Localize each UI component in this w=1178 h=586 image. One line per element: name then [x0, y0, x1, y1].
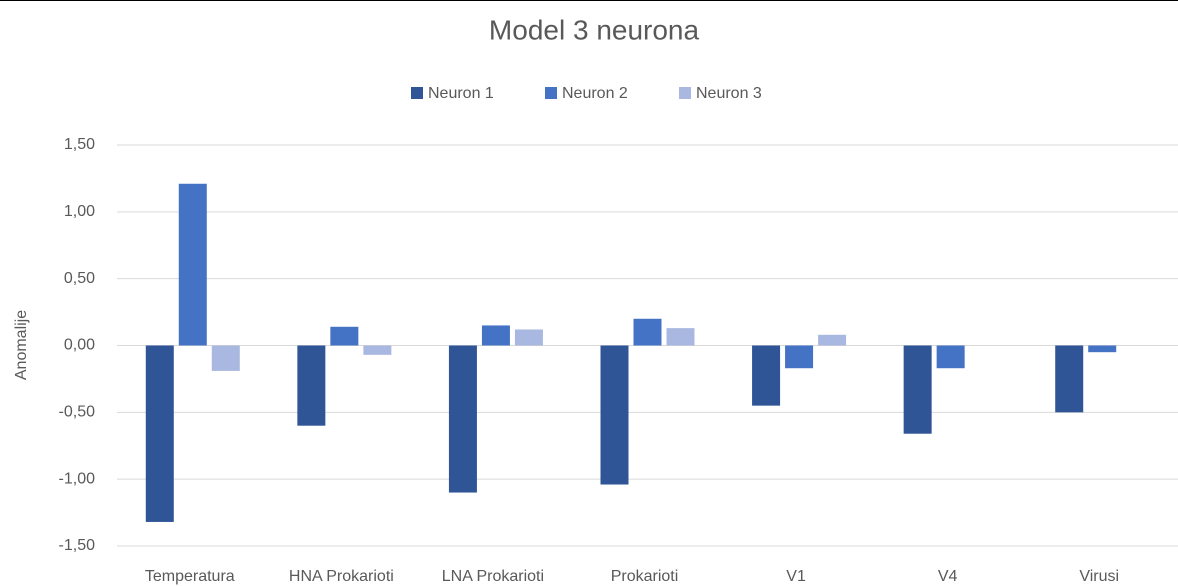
x-tick-label: V4 [938, 568, 958, 585]
x-tick-label: LNA Prokarioti [442, 568, 544, 585]
bar [785, 345, 814, 369]
x-tick-label: HNA Prokarioti [289, 568, 394, 585]
bar [633, 318, 662, 346]
bar [448, 345, 477, 493]
legend-swatch [545, 87, 557, 99]
bar [1055, 345, 1084, 413]
y-tick-label: -0,50 [59, 404, 96, 421]
y-tick-label: 1,00 [64, 203, 95, 220]
bar [666, 328, 695, 346]
bar [211, 345, 240, 371]
x-tick-label: V1 [786, 568, 806, 585]
legend-label: Neuron 1 [428, 85, 494, 102]
bar [818, 334, 847, 346]
y-tick-label: 0,00 [64, 337, 95, 354]
x-tick-label: Virusi [1079, 568, 1119, 585]
legend-label: Neuron 2 [562, 85, 628, 102]
x-tick-label: Temperatura [145, 568, 235, 585]
bar [481, 325, 510, 346]
y-axis-title: Anomalije [13, 310, 30, 380]
bar [297, 345, 326, 426]
bar [600, 345, 629, 485]
y-tick-label: -1,00 [59, 470, 96, 487]
x-tick-label: Prokarioti [611, 568, 679, 585]
bar [178, 183, 207, 346]
bar [903, 345, 932, 434]
y-tick-label: -1,50 [59, 537, 96, 554]
bar [752, 345, 781, 406]
legend-label: Neuron 3 [696, 85, 762, 102]
bar [1088, 345, 1117, 353]
y-tick-label: 1,50 [64, 136, 95, 153]
chart-title: Model 3 neurona [489, 14, 700, 45]
bar [363, 345, 392, 355]
bar [330, 326, 359, 346]
legend-swatch [679, 87, 691, 99]
y-tick-label: 0,50 [64, 270, 95, 287]
bar [514, 329, 543, 346]
bar [936, 345, 965, 369]
bar [145, 345, 174, 522]
legend-swatch [411, 87, 423, 99]
